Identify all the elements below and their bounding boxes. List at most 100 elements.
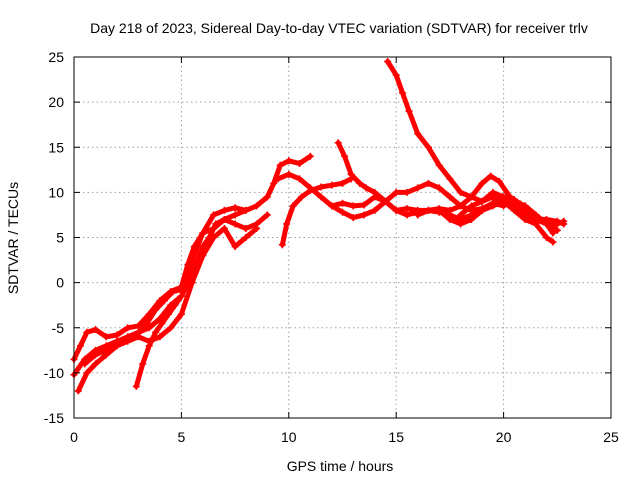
data-point <box>134 322 142 330</box>
data-point <box>83 328 91 336</box>
data-point <box>487 172 495 180</box>
data-point <box>283 220 291 228</box>
data-point <box>446 175 454 183</box>
data-point <box>91 360 99 368</box>
data-point <box>274 175 282 183</box>
data-point <box>371 188 379 196</box>
data-point <box>328 181 336 189</box>
data-point <box>188 256 196 264</box>
data-point <box>210 211 218 219</box>
data-point <box>446 215 454 223</box>
data-point <box>414 130 422 138</box>
data-point <box>339 208 346 216</box>
data-series-track-5 <box>132 292 185 390</box>
data-point <box>467 215 475 223</box>
data-point <box>560 220 568 228</box>
data-point <box>403 205 411 213</box>
data-point <box>553 217 561 225</box>
y-tick-label: -5 <box>52 320 65 336</box>
data-point <box>414 184 422 192</box>
data-series-track-12 <box>414 172 525 219</box>
data-point <box>543 234 551 241</box>
data-point <box>392 206 400 214</box>
data-point <box>145 342 153 350</box>
data-point <box>74 387 82 395</box>
data-point <box>500 193 508 201</box>
data-point <box>446 206 454 214</box>
x-tick-labels: 0 5 10 15 20 25 <box>70 429 619 445</box>
data-point <box>549 238 557 246</box>
data-point <box>467 202 475 210</box>
x-tick-label: 15 <box>388 429 404 445</box>
data-point <box>457 202 465 210</box>
data-point <box>521 211 529 219</box>
data-point <box>113 340 121 348</box>
series-band <box>385 59 567 227</box>
data-point <box>317 183 325 191</box>
data-point <box>220 224 228 232</box>
data-point <box>231 243 239 251</box>
data-point <box>517 200 525 208</box>
plot-frame <box>73 56 612 419</box>
data-point <box>341 152 349 160</box>
series-band <box>133 293 184 389</box>
data-point <box>328 202 336 210</box>
x-tick-label: 25 <box>603 429 619 445</box>
data-point <box>381 197 389 205</box>
data-point <box>177 292 185 300</box>
data-point <box>457 188 465 196</box>
data-point <box>253 224 261 232</box>
data-point <box>371 206 379 214</box>
data-point <box>220 206 228 214</box>
data-point <box>495 178 503 186</box>
data-point <box>91 326 99 334</box>
x-tick-label: 0 <box>70 429 78 445</box>
data-point <box>392 188 400 196</box>
data-point <box>156 333 164 341</box>
data-point <box>210 234 218 241</box>
data-point <box>167 324 175 332</box>
data-point <box>263 211 271 219</box>
data-point <box>298 193 306 201</box>
data-point <box>199 229 207 237</box>
data-point <box>405 107 413 115</box>
data-point <box>113 331 121 339</box>
data-point <box>253 202 261 210</box>
data-point <box>403 188 411 196</box>
data-point <box>139 360 147 368</box>
y-axis-title: SDTVAR / TECUs <box>5 182 21 294</box>
data-point <box>242 224 250 232</box>
data-point <box>276 161 284 169</box>
data-point <box>212 220 220 228</box>
data-point <box>489 202 497 210</box>
data-point <box>231 204 239 212</box>
data-point <box>435 184 443 192</box>
data-point <box>306 184 314 192</box>
data-point <box>270 179 278 187</box>
chart-title: Day 218 of 2023, Sidereal Day-to-day VTE… <box>90 20 588 36</box>
data-point <box>392 71 400 79</box>
data-point <box>457 220 465 228</box>
x-tick-label: 10 <box>281 429 297 445</box>
data-point <box>242 206 250 214</box>
data-point <box>478 197 486 205</box>
data-point <box>435 161 443 169</box>
data-point <box>152 328 160 336</box>
data-point <box>362 184 370 192</box>
data-series <box>70 58 568 395</box>
data-point <box>285 157 293 165</box>
data-point <box>152 306 160 314</box>
data-point <box>424 179 432 187</box>
y-tick-label: -15 <box>44 410 64 426</box>
data-point <box>347 170 355 178</box>
data-point <box>169 288 177 296</box>
x-axis-title: GPS time / hours <box>287 458 394 474</box>
data-point <box>132 382 140 390</box>
x-tick-label: 5 <box>178 429 186 445</box>
data-point <box>81 360 89 368</box>
data-point <box>296 175 304 183</box>
y-tick-label: 20 <box>48 94 64 110</box>
data-point <box>134 329 142 337</box>
data-point <box>188 279 196 287</box>
series-band <box>75 226 260 394</box>
